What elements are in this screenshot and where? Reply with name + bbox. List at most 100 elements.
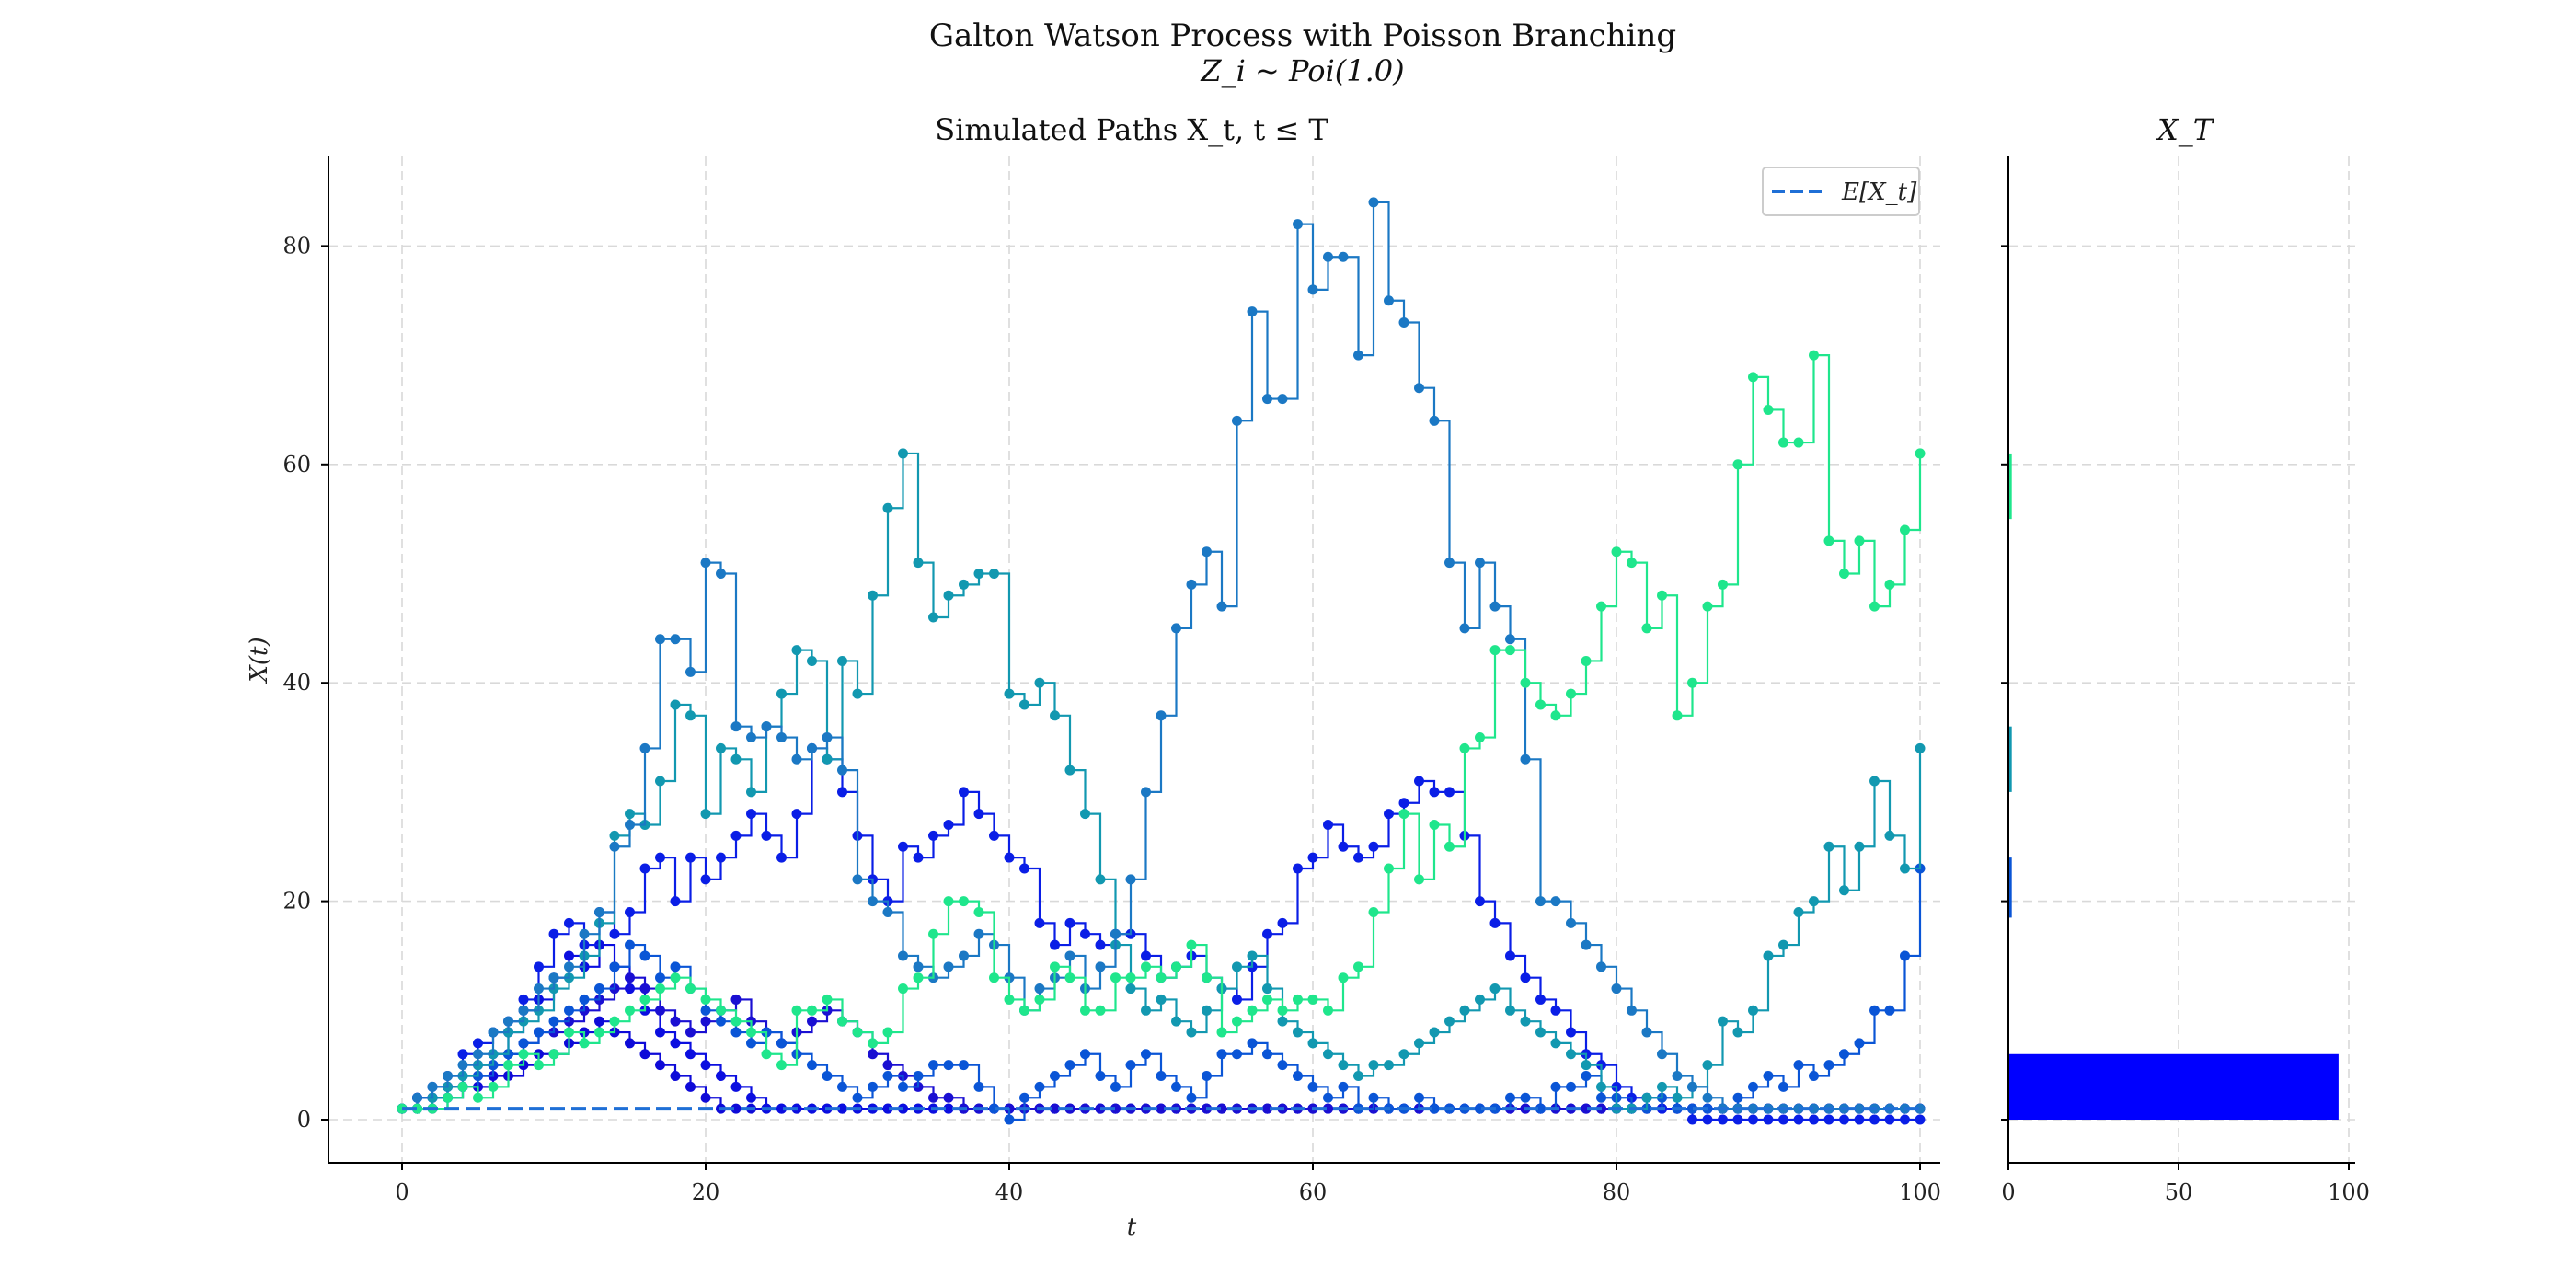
path-point bbox=[639, 950, 650, 961]
y-tick-label: 60 bbox=[282, 452, 311, 477]
path-point bbox=[746, 1027, 756, 1038]
path-point bbox=[852, 688, 863, 699]
path-point bbox=[1596, 1081, 1606, 1092]
path-point bbox=[1505, 1092, 1515, 1103]
path-point bbox=[882, 502, 893, 513]
path-point bbox=[1823, 1114, 1834, 1125]
path-point bbox=[1839, 569, 1849, 579]
path-point bbox=[807, 655, 817, 666]
path-point bbox=[1429, 415, 1440, 426]
path-point bbox=[1050, 939, 1060, 950]
path-point bbox=[1581, 655, 1592, 666]
path-point bbox=[1869, 1114, 1880, 1125]
path-point bbox=[1581, 1060, 1592, 1071]
path-series bbox=[397, 448, 1926, 1114]
path-point bbox=[1566, 1081, 1576, 1092]
path-point bbox=[928, 830, 938, 841]
path-point bbox=[1110, 972, 1121, 983]
path-point bbox=[1414, 1038, 1424, 1049]
path-point bbox=[625, 939, 635, 950]
histogram-bar bbox=[2008, 1053, 2339, 1120]
path-point bbox=[776, 732, 787, 743]
path-point bbox=[1641, 1027, 1652, 1038]
path-point bbox=[1915, 448, 1926, 459]
path-point bbox=[534, 1060, 544, 1071]
path-point bbox=[943, 896, 954, 907]
path-point bbox=[700, 874, 711, 885]
path-point bbox=[776, 1103, 787, 1114]
path-point bbox=[1307, 994, 1318, 1005]
path-point bbox=[670, 1016, 681, 1027]
path-point bbox=[882, 1071, 893, 1082]
path-point bbox=[670, 1038, 681, 1049]
path-point bbox=[1505, 950, 1515, 961]
path-point bbox=[807, 1005, 817, 1016]
path-point bbox=[579, 1038, 590, 1049]
path-point bbox=[670, 896, 681, 907]
path-point bbox=[882, 1060, 893, 1071]
path-point bbox=[1064, 950, 1075, 961]
x-tick-label: 100 bbox=[1899, 1179, 1941, 1205]
path-point bbox=[1262, 983, 1272, 995]
path-point bbox=[503, 1060, 513, 1071]
path-point bbox=[488, 1081, 499, 1092]
path-point bbox=[1064, 1060, 1075, 1071]
path-point bbox=[670, 961, 681, 972]
path-point bbox=[807, 1016, 817, 1027]
path-point bbox=[1110, 1081, 1121, 1092]
path-point bbox=[973, 928, 984, 939]
path-point bbox=[837, 1103, 847, 1114]
path-point bbox=[1687, 1114, 1697, 1125]
path-point bbox=[1247, 1038, 1258, 1049]
path-point bbox=[1566, 917, 1576, 928]
path-point bbox=[1323, 1005, 1333, 1016]
path-point bbox=[639, 994, 650, 1005]
path-point bbox=[1687, 1081, 1697, 1092]
path-point bbox=[1095, 1071, 1106, 1082]
x-tick-label: 80 bbox=[1603, 1179, 1631, 1205]
path-point bbox=[1550, 1038, 1561, 1049]
histogram-bar bbox=[2008, 857, 2012, 918]
path-point bbox=[1793, 437, 1804, 448]
path-point bbox=[1050, 961, 1060, 972]
path-point bbox=[1900, 1114, 1910, 1125]
path-point bbox=[1748, 1081, 1758, 1092]
path-point bbox=[700, 558, 711, 569]
path-point bbox=[1232, 994, 1242, 1005]
path-point bbox=[1900, 863, 1910, 874]
path-point bbox=[1262, 394, 1272, 405]
path-point bbox=[716, 1071, 726, 1082]
path-point bbox=[1414, 383, 1424, 394]
path-point bbox=[1080, 809, 1090, 820]
path-point bbox=[625, 1038, 635, 1049]
path-point bbox=[564, 950, 574, 961]
path-point bbox=[989, 569, 999, 579]
path-point bbox=[1778, 1114, 1788, 1125]
path-point bbox=[548, 1049, 559, 1060]
path-point bbox=[685, 983, 696, 995]
x-tick-label: 0 bbox=[395, 1179, 408, 1205]
path-point bbox=[837, 787, 847, 798]
path-point bbox=[1216, 1049, 1227, 1060]
path-point bbox=[1550, 896, 1561, 907]
path-point bbox=[791, 1005, 802, 1016]
side-x-tick-label: 50 bbox=[2165, 1179, 2193, 1205]
path-point bbox=[1110, 928, 1121, 939]
path-point bbox=[488, 1027, 499, 1038]
path-point bbox=[943, 961, 954, 972]
path-point bbox=[928, 1060, 938, 1071]
path-point bbox=[1414, 874, 1424, 885]
path-point bbox=[1338, 251, 1349, 262]
path-point bbox=[1748, 1103, 1758, 1114]
side-panel-title: X_T bbox=[2155, 112, 2215, 147]
path-point bbox=[776, 1060, 787, 1071]
path-point bbox=[685, 1027, 696, 1038]
path-point bbox=[1748, 1114, 1758, 1125]
path-point bbox=[1398, 316, 1409, 328]
path-point bbox=[1748, 372, 1758, 383]
path-point bbox=[1368, 1060, 1379, 1071]
path-point bbox=[1064, 917, 1075, 928]
path-point bbox=[1307, 1081, 1318, 1092]
path-point bbox=[457, 1060, 468, 1071]
path-point bbox=[1186, 939, 1197, 950]
